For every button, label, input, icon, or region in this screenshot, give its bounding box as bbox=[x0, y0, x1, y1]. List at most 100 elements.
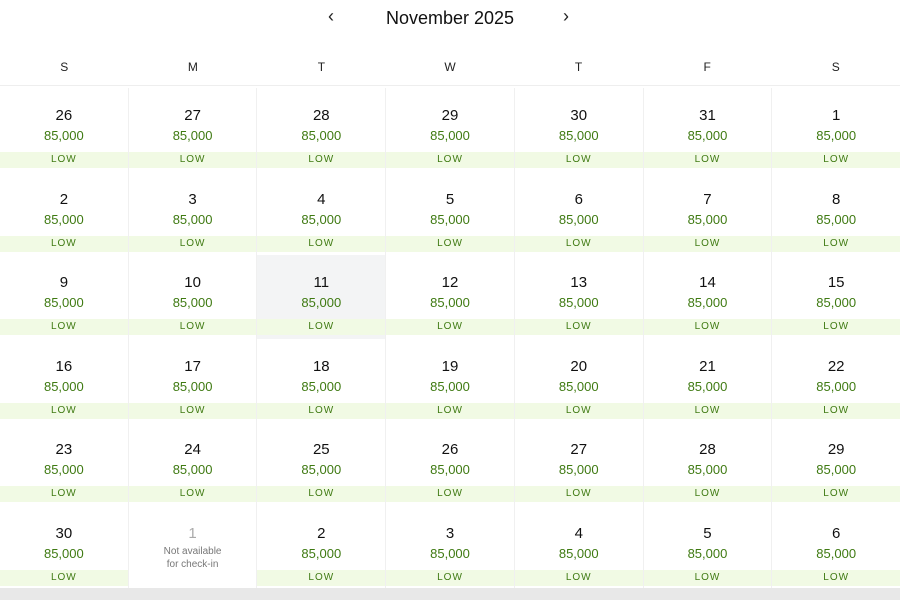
calendar-day[interactable]: 11 85,000 LOW bbox=[257, 255, 387, 339]
day-number: 4 bbox=[574, 524, 583, 542]
day-price: 85,000 bbox=[430, 295, 470, 310]
day-number: 27 bbox=[570, 441, 588, 458]
month-title: November 2025 bbox=[385, 8, 515, 28]
calendar-day[interactable]: 20 85,000 LOW bbox=[514, 338, 644, 422]
day-price: 85,000 bbox=[687, 295, 728, 310]
price-level-badge: LOW bbox=[257, 569, 386, 586]
calendar-day[interactable]: 17 85,000 LOW bbox=[128, 338, 258, 422]
calendar-day[interactable]: 4 85,000 LOW bbox=[514, 505, 644, 589]
calendar-day[interactable]: 5 85,000 LOW bbox=[386, 171, 515, 255]
day-number: 4 bbox=[317, 190, 326, 208]
day-number: 6 bbox=[832, 524, 841, 542]
calendar-day[interactable]: 19 85,000 LOW bbox=[386, 338, 515, 422]
price-level-badge: LOW bbox=[386, 402, 514, 419]
day-price: 85,000 bbox=[172, 211, 213, 227]
day-price: 85,000 bbox=[816, 211, 857, 227]
day-price: 85,000 bbox=[301, 378, 342, 394]
calendar-day[interactable]: 7 85,000 LOW bbox=[643, 171, 773, 255]
calendar-day[interactable]: 2 85,000 LOW bbox=[257, 505, 387, 589]
day-number: 7 bbox=[703, 190, 712, 208]
weekday-label: M bbox=[187, 60, 198, 74]
calendar-day[interactable]: 14 85,000 LOW bbox=[643, 255, 773, 339]
price-level-badge: LOW bbox=[514, 152, 643, 168]
chevron-left-icon[interactable]: ‹ bbox=[328, 6, 334, 26]
day-price: 85,000 bbox=[172, 462, 213, 477]
day-price: 85,000 bbox=[430, 545, 470, 561]
calendar-day[interactable]: 22 85,000 LOW bbox=[772, 339, 900, 423]
calendar-day[interactable]: 16 85,000 LOW bbox=[0, 338, 129, 422]
calendar-day-unavailable: 1 Not available for check-in bbox=[128, 505, 258, 589]
calendar-day[interactable]: 31 85,000 LOW bbox=[643, 88, 773, 172]
day-price: 85,000 bbox=[687, 211, 728, 227]
calendar-day[interactable]: 27 85,000 LOW bbox=[128, 88, 258, 172]
calendar-day[interactable]: 6 85,000 LOW bbox=[514, 171, 644, 255]
calendar-day[interactable]: 23 85,000 LOW bbox=[0, 422, 129, 506]
calendar-day[interactable]: 25 85,000 LOW bbox=[257, 422, 387, 506]
day-number: 23 bbox=[55, 441, 73, 458]
price-level-badge: LOW bbox=[257, 235, 386, 252]
day-number: 28 bbox=[312, 107, 330, 124]
calendar-day[interactable]: 28 85,000 LOW bbox=[643, 422, 773, 506]
calendar-day[interactable]: 15 85,000 LOW bbox=[772, 255, 900, 339]
day-number: 16 bbox=[55, 357, 73, 375]
price-level-badge: LOW bbox=[0, 152, 128, 168]
price-level-badge: LOW bbox=[514, 402, 643, 419]
day-number: 15 bbox=[827, 274, 845, 291]
calendar-day[interactable]: 9 85,000 LOW bbox=[0, 255, 129, 339]
calendar-day[interactable]: 5 85,000 LOW bbox=[643, 505, 773, 589]
calendar-day[interactable]: 30 85,000 LOW bbox=[0, 505, 129, 589]
calendar-day[interactable]: 13 85,000 LOW bbox=[514, 255, 644, 339]
month-navigation: ‹ November 2025 › bbox=[0, 0, 900, 40]
calendar-day[interactable]: 29 85,000 LOW bbox=[386, 88, 515, 172]
day-number: 1 bbox=[188, 524, 197, 542]
day-number: 28 bbox=[699, 441, 716, 458]
day-number: 25 bbox=[312, 441, 330, 458]
price-level-badge: LOW bbox=[643, 152, 772, 168]
day-number: 26 bbox=[55, 107, 73, 124]
chevron-right-icon[interactable]: › bbox=[563, 6, 569, 26]
day-price: 85,000 bbox=[430, 128, 470, 143]
calendar-day[interactable]: 6 85,000 LOW bbox=[772, 506, 900, 590]
calendar-day[interactable]: 26 85,000 LOW bbox=[0, 88, 129, 172]
day-number: 8 bbox=[832, 190, 841, 208]
day-number: 14 bbox=[699, 274, 716, 291]
day-number: 24 bbox=[184, 441, 201, 458]
day-price: 85,000 bbox=[172, 295, 213, 310]
calendar-day[interactable]: 12 85,000 LOW bbox=[386, 255, 515, 339]
calendar-day[interactable]: 29 85,000 LOW bbox=[772, 422, 900, 506]
day-number: 2 bbox=[59, 190, 69, 208]
calendar-day[interactable]: 2 85,000 LOW bbox=[0, 171, 129, 255]
calendar-week: 23 85,000 LOW 24 85,000 LOW 25 85,000 LOW 26 85,00… bbox=[0, 422, 900, 506]
price-level-badge: LOW bbox=[514, 319, 643, 335]
calendar-day[interactable]: 26 85,000 LOW bbox=[386, 422, 515, 506]
calendar-day[interactable]: 24 85,000 LOW bbox=[128, 422, 258, 506]
day-price: 85,000 bbox=[301, 462, 342, 477]
day-price: 85,000 bbox=[558, 128, 599, 143]
calendar-day[interactable]: 4 85,000 LOW bbox=[257, 171, 387, 255]
calendar-day[interactable]: 3 85,000 LOW bbox=[386, 505, 515, 589]
calendar-day[interactable]: 21 85,000 LOW bbox=[643, 338, 773, 422]
day-number: 26 bbox=[441, 441, 459, 458]
calendar-day[interactable]: 10 85,000 LOW bbox=[128, 255, 258, 339]
price-level-badge: LOW bbox=[772, 319, 900, 335]
calendar-day[interactable]: 18 85,000 LOW bbox=[257, 338, 387, 422]
price-level-badge: LOW bbox=[0, 402, 128, 419]
calendar-day[interactable]: 3 85,000 LOW bbox=[128, 171, 258, 255]
day-price: 85,000 bbox=[558, 545, 599, 561]
day-price: 85,000 bbox=[687, 128, 728, 143]
day-number: 29 bbox=[441, 107, 459, 124]
calendar-day[interactable]: 28 85,000 LOW bbox=[257, 88, 387, 172]
calendar-day[interactable]: 8 85,000 LOW bbox=[772, 172, 900, 256]
calendar-day[interactable]: 27 85,000 LOW bbox=[514, 422, 644, 506]
price-level-badge: LOW bbox=[643, 235, 772, 252]
day-number: 12 bbox=[441, 274, 459, 291]
price-level-badge: LOW bbox=[257, 152, 386, 168]
day-number: 20 bbox=[570, 357, 588, 375]
day-number: 22 bbox=[827, 357, 845, 375]
calendar-day[interactable]: 30 85,000 LOW bbox=[514, 88, 644, 172]
day-number: 30 bbox=[570, 107, 588, 124]
price-level-badge: LOW bbox=[128, 152, 257, 168]
calendar-day[interactable]: 1 85,000 LOW bbox=[772, 88, 900, 172]
day-price: 85,000 bbox=[687, 545, 728, 561]
calendar-week: 30 85,000 LOW 1 Not available for check-in 2 8… bbox=[0, 505, 900, 590]
